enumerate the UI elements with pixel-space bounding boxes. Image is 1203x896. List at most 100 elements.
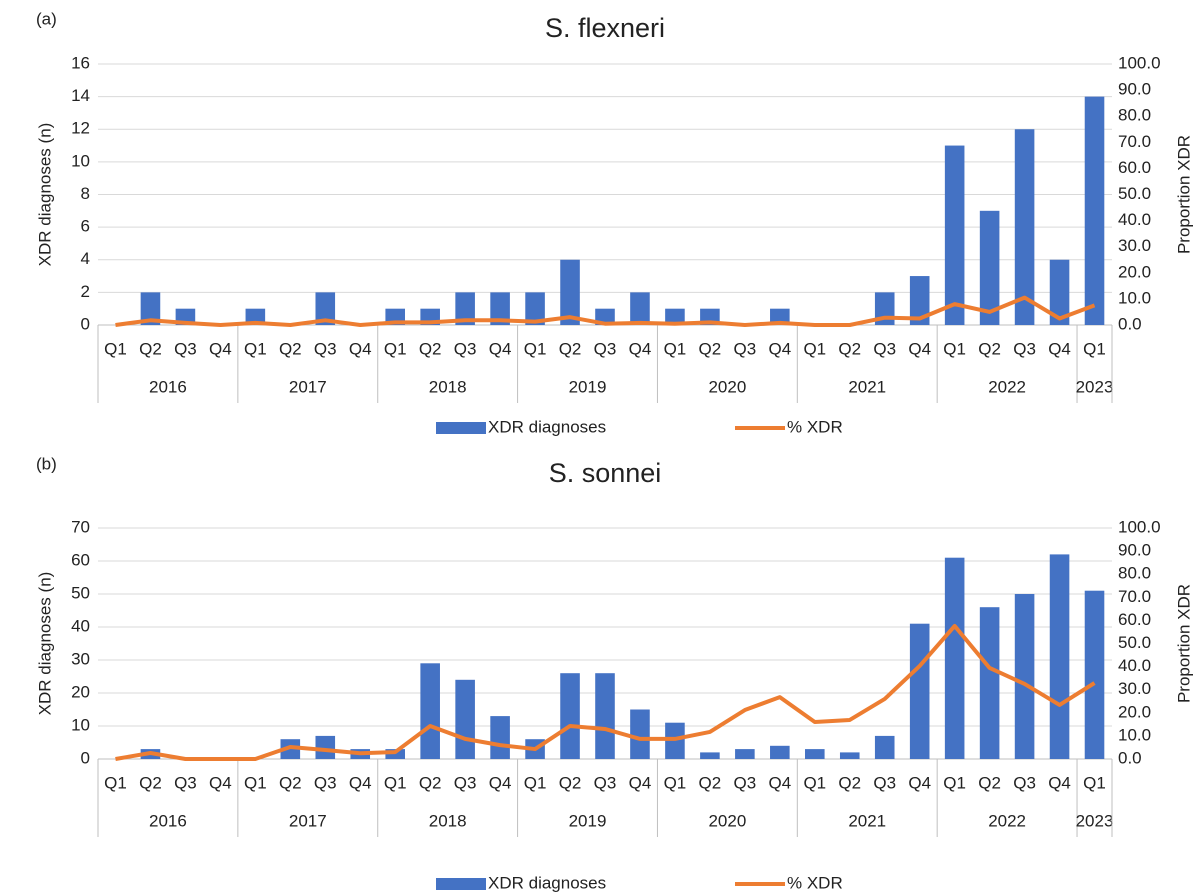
y-tick-label: 6 <box>81 217 90 236</box>
line <box>115 623 1096 761</box>
x-tick-label: Q1 <box>1083 773 1106 792</box>
x-tick-label: Q1 <box>1083 339 1106 358</box>
y2-tick-label: 40.0 <box>1118 210 1151 229</box>
x-group-label: 2020 <box>708 377 746 396</box>
x-tick-label: Q3 <box>1013 773 1036 792</box>
x-tick-label: Q3 <box>314 339 337 358</box>
x-tick-label: Q2 <box>699 339 722 358</box>
bar <box>909 276 930 325</box>
x-tick-label: Q2 <box>559 339 582 358</box>
x-tick-label: Q4 <box>489 773 512 792</box>
y-tick-label: 14 <box>71 86 90 105</box>
x-tick-label: Q1 <box>943 773 966 792</box>
x-tick-label: Q3 <box>594 773 617 792</box>
x-tick-label: Q1 <box>664 773 687 792</box>
x-tick-label: Q2 <box>139 773 162 792</box>
x-tick-label: Q3 <box>1013 339 1036 358</box>
y2-tick-label: 10.0 <box>1118 725 1151 744</box>
x-group-label: 2022 <box>988 377 1026 396</box>
x-tick-label: Q2 <box>978 773 1001 792</box>
x-tick-label: Q1 <box>384 339 407 358</box>
x-tick-label: Q2 <box>279 339 302 358</box>
bar <box>455 292 475 325</box>
x-group-label: 2021 <box>848 811 886 830</box>
y2-tick-label: 50.0 <box>1118 184 1151 203</box>
y-tick-label: 2 <box>81 282 90 301</box>
y2-axis-title: Proportion XDR <box>1174 584 1193 703</box>
x-group-label: 2016 <box>149 377 187 396</box>
x-group-label: 2023 <box>1076 377 1114 396</box>
y2-tick-label: 0.0 <box>1118 748 1142 767</box>
x-tick-label: Q2 <box>139 339 162 358</box>
x-tick-label: Q3 <box>734 773 757 792</box>
bar <box>909 623 930 759</box>
x-tick-label: Q1 <box>104 339 127 358</box>
x-tick-label: Q3 <box>174 339 197 358</box>
bar <box>665 308 685 325</box>
bar <box>315 735 336 759</box>
bar <box>455 679 475 759</box>
legend-label: % XDR <box>787 417 843 436</box>
bar <box>630 709 650 759</box>
x-tick-label: Q2 <box>978 339 1001 358</box>
x-tick-label: Q4 <box>1048 773 1071 792</box>
y-tick-label: 12 <box>71 119 90 138</box>
x-tick-label: Q4 <box>908 339 931 358</box>
y-tick-label: 10 <box>71 151 90 170</box>
bar <box>874 735 895 759</box>
y2-tick-label: 40.0 <box>1118 656 1151 675</box>
line <box>115 295 1096 327</box>
y2-tick-label: 20.0 <box>1118 262 1151 281</box>
x-group-label: 2018 <box>429 377 467 396</box>
bar <box>944 145 965 325</box>
bar <box>1014 129 1035 325</box>
y2-tick-label: 100.0 <box>1118 517 1161 536</box>
y-tick-label: 0 <box>81 748 90 767</box>
x-tick-label: Q2 <box>838 339 861 358</box>
y2-tick-label: 30.0 <box>1118 679 1151 698</box>
x-tick-label: Q1 <box>244 773 267 792</box>
y2-tick-label: 0.0 <box>1118 314 1142 333</box>
x-group-label: 2021 <box>848 377 886 396</box>
bar <box>315 292 336 325</box>
x-tick-label: Q1 <box>943 339 966 358</box>
x-tick-label: Q2 <box>419 773 442 792</box>
y-tick-label: 30 <box>71 649 90 668</box>
x-tick-label: Q3 <box>454 773 477 792</box>
x-tick-label: Q3 <box>594 339 617 358</box>
x-tick-label: Q2 <box>699 773 722 792</box>
x-group-label: 2019 <box>569 377 607 396</box>
x-tick-label: Q1 <box>384 773 407 792</box>
bar <box>944 557 965 759</box>
bar <box>1084 590 1105 759</box>
bar <box>1014 594 1035 759</box>
x-tick-label: Q2 <box>279 773 302 792</box>
y2-tick-label: 90.0 <box>1118 80 1151 99</box>
bar <box>630 292 650 325</box>
bar <box>1049 554 1070 759</box>
legend-swatch <box>436 878 486 890</box>
x-tick-label: Q4 <box>349 339 372 358</box>
x-tick-label: Q4 <box>209 339 232 358</box>
x-tick-label: Q2 <box>419 339 442 358</box>
x-group-label: 2017 <box>289 811 327 830</box>
bar <box>979 210 1000 325</box>
x-tick-label: Q4 <box>489 339 512 358</box>
x-tick-label: Q4 <box>349 773 372 792</box>
panel-label: (b) <box>36 454 57 473</box>
x-group-label: 2022 <box>988 811 1026 830</box>
legend-label: % XDR <box>787 873 843 892</box>
bar <box>770 308 790 325</box>
x-tick-label: Q4 <box>629 339 652 358</box>
x-tick-label: Q1 <box>104 773 127 792</box>
y2-tick-label: 60.0 <box>1118 158 1151 177</box>
chart-title: S. flexneri <box>545 13 665 43</box>
y-axis-title: XDR diagnoses (n) <box>35 123 54 267</box>
y-tick-label: 8 <box>81 184 90 203</box>
bar <box>490 716 510 759</box>
y-tick-label: 10 <box>71 715 90 734</box>
x-tick-label: Q4 <box>908 773 931 792</box>
y2-tick-label: 10.0 <box>1118 288 1151 307</box>
x-tick-label: Q2 <box>559 773 582 792</box>
legend-label: XDR diagnoses <box>488 873 606 892</box>
